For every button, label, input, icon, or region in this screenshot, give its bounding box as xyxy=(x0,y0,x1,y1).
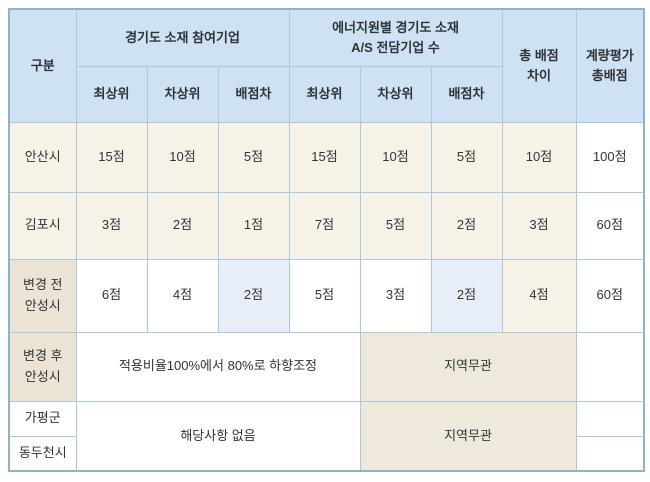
cell: 3점 xyxy=(75,191,148,260)
header-group-participating-companies: 경기도 소재 참여기업 xyxy=(75,8,290,67)
cell: 6점 xyxy=(75,258,148,333)
cell: 4점 xyxy=(501,258,577,333)
cell: 3점 xyxy=(501,191,577,260)
cell: 7점 xyxy=(288,191,361,260)
subheader-top2: 최상위 xyxy=(288,65,361,123)
cell-adjustment-note: 적용비율100%에서 80%로 하향조정 xyxy=(75,331,361,402)
cell: 2점 xyxy=(146,191,219,260)
cell: 60점 xyxy=(575,258,645,333)
cell: 3점 xyxy=(359,258,432,333)
cell-region-independent: 지역무관 xyxy=(359,400,577,472)
cell: 5점 xyxy=(359,191,432,260)
subheader-diff1: 배점차 xyxy=(217,65,290,123)
header-group-as-companies: 에너지원별 경기도 소재 A/S 전담기업 수 xyxy=(288,8,503,67)
table-row-ansan: 안산시 15점 10점 5점 15점 10점 5점 10점 100점 xyxy=(8,121,645,193)
header-row-sub: 최상위 차상위 배점차 최상위 차상위 배점차 xyxy=(9,65,644,123)
row-label-anseong-before: 변경 전 안성시 xyxy=(8,258,77,333)
cell: 5점 xyxy=(217,121,290,193)
cell: 5점 xyxy=(430,121,503,193)
row-label-ansan: 안산시 xyxy=(8,121,77,193)
subheader-top1: 최상위 xyxy=(75,65,148,123)
cell-region-independent: 지역무관 xyxy=(359,331,577,402)
cell: 4점 xyxy=(146,258,219,333)
cell: 100점 xyxy=(575,121,645,193)
score-comparison-table: 구분 경기도 소재 참여기업 에너지원별 경기도 소재 A/S 전담기업 수 총… xyxy=(8,8,645,472)
cell: 10점 xyxy=(359,121,432,193)
cell-empty xyxy=(575,435,645,472)
cell: 5점 xyxy=(288,258,361,333)
row-label-dongducheon: 동두천시 xyxy=(8,435,77,472)
subheader-next1: 차상위 xyxy=(146,65,219,123)
header-gubun: 구분 xyxy=(8,8,77,123)
subheader-diff2: 배점차 xyxy=(430,65,503,123)
cell: 15점 xyxy=(288,121,361,193)
cell-highlighted: 2점 xyxy=(430,258,503,333)
cell-empty xyxy=(575,331,645,402)
cell: 60점 xyxy=(575,191,645,260)
table-row-anseong-before: 변경 전 안성시 6점 4점 2점 5점 3점 2점 4점 60점 xyxy=(8,258,645,333)
cell: 15점 xyxy=(75,121,148,193)
row-label-anseong-after: 변경 후 안성시 xyxy=(8,331,77,402)
cell: 10점 xyxy=(146,121,219,193)
cell: 2점 xyxy=(430,191,503,260)
header-row-groups: 구분 경기도 소재 참여기업 에너지원별 경기도 소재 A/S 전담기업 수 총… xyxy=(8,8,645,123)
cell-highlighted: 2점 xyxy=(217,258,290,333)
table-row-gapyeong: 가평군 해당사항 없음 지역무관 xyxy=(8,400,645,472)
cell-not-applicable-note: 해당사항 없음 xyxy=(75,400,361,472)
subheader-next2: 차상위 xyxy=(359,65,432,123)
row-label-gimpo: 김포시 xyxy=(8,191,77,260)
row-label-gapyeong: 가평군 xyxy=(8,400,77,437)
table-row-gimpo: 김포시 3점 2점 1점 7점 5점 2점 3점 60점 xyxy=(8,191,645,260)
table-row-dongducheon: 동두천시 xyxy=(8,435,645,472)
cell-empty xyxy=(575,400,645,437)
cell: 1점 xyxy=(217,191,290,260)
header-total-diff: 총 배점 차이 xyxy=(501,8,577,123)
header-total-score: 계량평가 총배점 xyxy=(575,8,645,123)
table-row-anseong-after: 변경 후 안성시 적용비율100%에서 80%로 하향조정 지역무관 xyxy=(8,331,645,402)
cell: 10점 xyxy=(501,121,577,193)
